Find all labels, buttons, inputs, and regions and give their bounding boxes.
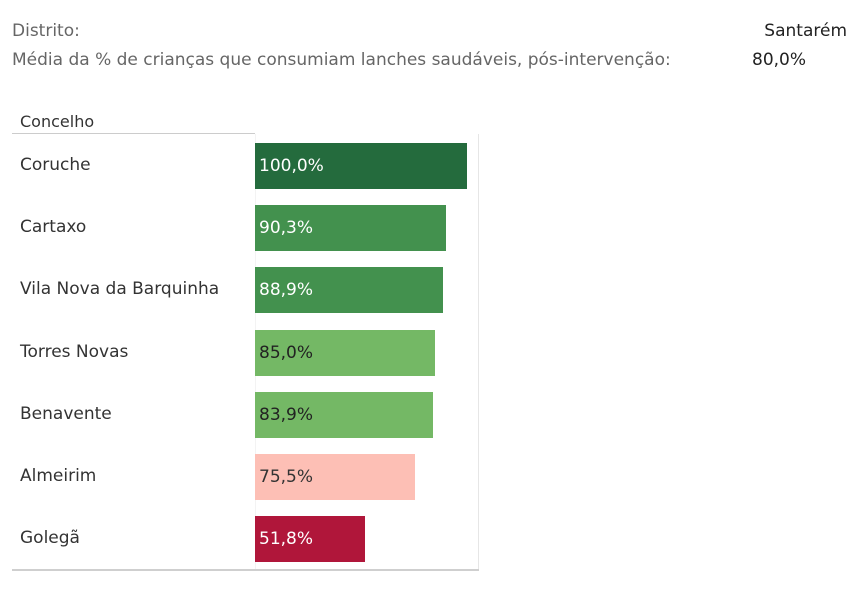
row-label[interactable]: Benavente (20, 403, 112, 424)
row-label[interactable]: Vila Nova da Barquinha (20, 279, 220, 300)
column-header-concelho[interactable]: Concelho (20, 112, 95, 131)
row-label[interactable]: Golegã (20, 528, 80, 549)
row-label[interactable]: Coruche (20, 155, 91, 175)
bar[interactable]: 90,3% (255, 205, 447, 252)
bar[interactable]: 88,9% (255, 267, 444, 314)
row-label[interactable]: Cartaxo (20, 217, 87, 238)
pane-bottom-border (12, 569, 479, 571)
metric-value: 80,0% (752, 50, 807, 70)
bar[interactable]: 85,0% (255, 329, 436, 376)
bar[interactable]: 83,9% (255, 391, 433, 438)
bar-value-label: 51,8% (259, 529, 314, 550)
row-label[interactable]: Torres Novas (20, 341, 129, 362)
bar[interactable]: 100,0% (255, 143, 467, 189)
pane-right-border (478, 134, 479, 570)
bar-value-label: 85,0% (259, 342, 314, 363)
bar[interactable]: 51,8% (255, 516, 365, 563)
bar-value-label: 88,9% (259, 280, 314, 301)
bar-value-label: 90,3% (259, 218, 314, 239)
district-label: Distrito: (12, 21, 80, 41)
bar-value-label: 83,9% (259, 404, 314, 425)
bar-value-label: 100,0% (259, 156, 324, 176)
row-label[interactable]: Almeirim (20, 466, 97, 486)
header-divider (12, 133, 255, 134)
bar-value-label: 75,5% (259, 467, 314, 487)
district-value: Santarém (764, 21, 847, 41)
bar[interactable]: 75,5% (255, 454, 416, 500)
metric-label: Média da % de crianças que consumiam lan… (12, 50, 671, 70)
